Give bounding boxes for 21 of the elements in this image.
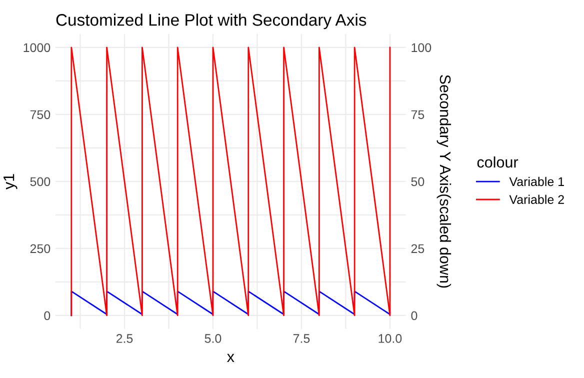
x-tick-label: 5.0 [204,334,222,343]
y2-tick-label: 75 [411,110,424,120]
x-tick-label: 10.0 [378,334,402,343]
legend-title: colour [477,156,518,168]
x-axis-title: x [227,354,234,362]
legend-label: Variable 1 [509,176,564,186]
x-tick-label: 2.5 [116,334,133,343]
chart-title: Customized Line Plot with Secondary Axis [56,14,366,30]
y-tick-label: 500 [30,177,50,186]
y-tick-label: 250 [30,244,50,254]
y2-tick-label: 0 [411,311,418,320]
y2-tick-label: 100 [412,43,432,52]
x-tick-label: 7.5 [293,334,310,343]
y2-tick-label: 25 [411,244,424,254]
y-axis-title: y1 [4,174,18,190]
y-tick-label: 1000 [24,43,50,52]
legend-label: Variable 2 [509,194,564,204]
y-tick-label: 0 [44,311,50,320]
y2-axis-title: Secondary Y Axis(scaled down) [436,74,452,288]
y-tick-label: 750 [30,110,50,120]
y2-tick-label: 50 [411,177,424,186]
